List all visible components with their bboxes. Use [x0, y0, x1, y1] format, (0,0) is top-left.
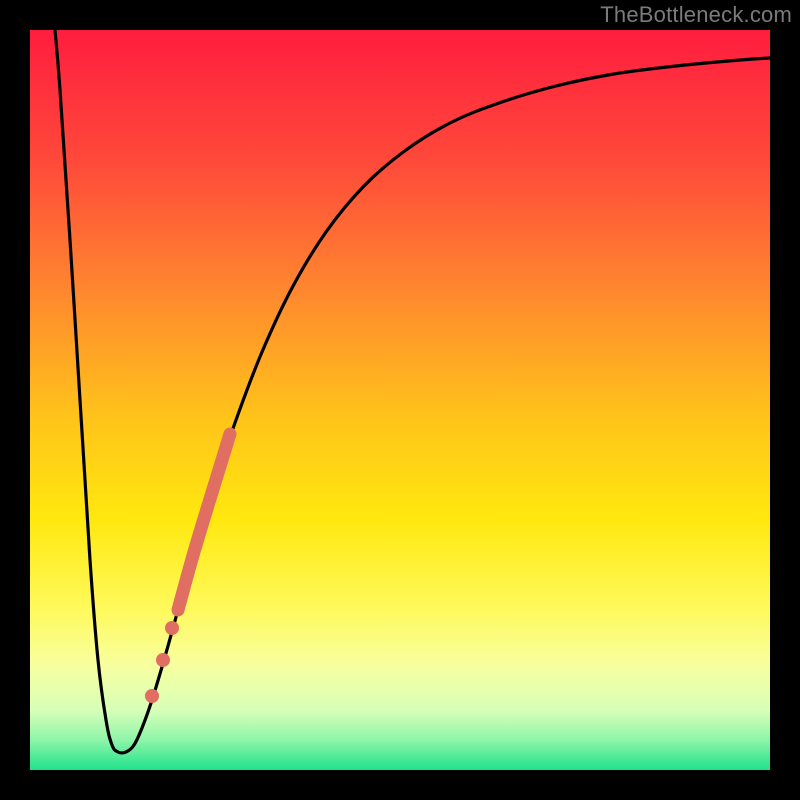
highlight-dot [165, 621, 179, 635]
chart-frame: TheBottleneck.com [0, 0, 800, 800]
bottleneck-chart [0, 0, 800, 800]
highlight-dot [145, 689, 159, 703]
highlight-dot [156, 653, 170, 667]
plot-background [30, 30, 770, 770]
watermark-text: TheBottleneck.com [600, 2, 792, 28]
